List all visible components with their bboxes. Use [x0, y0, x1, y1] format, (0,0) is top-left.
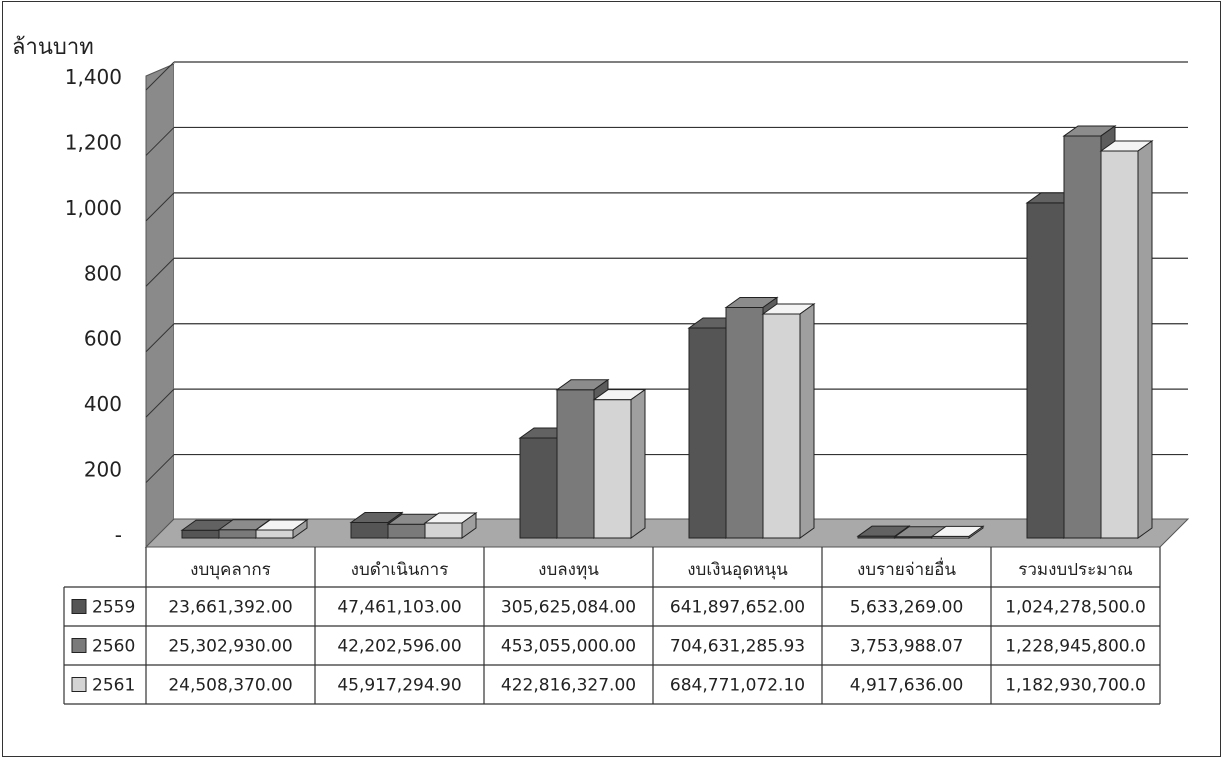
y-tick-label: 1,000 — [65, 196, 122, 220]
bar-front — [255, 529, 294, 539]
gridline-depth — [145, 454, 175, 483]
bar-side — [799, 303, 815, 539]
legend-label: 2561 — [92, 676, 135, 696]
data-label: 42,202,596.00 — [337, 637, 461, 657]
bar-front — [181, 529, 220, 539]
bar-2561-2 — [592, 388, 647, 539]
gridline-depth — [145, 61, 175, 91]
data-label: 24,508,370.00 — [168, 676, 292, 696]
data-label: 47,461,103.00 — [337, 598, 461, 618]
bar-side — [630, 388, 646, 539]
gridline-depth — [145, 257, 175, 287]
category-label: งบเงินอุดหนุน — [687, 560, 788, 580]
bar-front — [1026, 202, 1065, 539]
data-label: 453,055,000.00 — [501, 637, 636, 657]
y-tick-label: - — [115, 523, 122, 547]
category-label: งบดำเนินการ — [351, 560, 449, 580]
y-axis-title: ล้านบาท — [12, 35, 94, 60]
bar-2561-3 — [761, 303, 816, 539]
bar-side — [292, 519, 308, 539]
data-label: 704,631,285.93 — [670, 637, 805, 657]
data-label: 1,024,278,500.0 — [1005, 598, 1146, 618]
bar-front — [350, 521, 389, 539]
y-tick-label: 800 — [84, 261, 122, 285]
data-label: 684,771,072.10 — [670, 676, 805, 696]
data-label: 1,228,945,800.0 — [1005, 637, 1146, 657]
bar-front — [593, 399, 632, 539]
bar-front — [424, 522, 463, 539]
data-label: 3,753,988.07 — [850, 637, 964, 657]
bar-side — [1137, 140, 1153, 539]
data-label: 25,302,930.00 — [168, 637, 292, 657]
y-tick-label: 600 — [84, 327, 122, 351]
bar-front — [387, 523, 426, 539]
bar-2561-1 — [423, 512, 478, 539]
data-label: 23,661,392.00 — [168, 598, 292, 618]
data-label: 422,816,327.00 — [501, 676, 636, 696]
gridline-depth — [145, 323, 175, 353]
data-label: 305,625,084.00 — [501, 598, 636, 618]
bar-2561-5 — [1099, 140, 1154, 539]
category-label: รวมงบประมาณ — [1018, 560, 1133, 580]
legend-swatch — [71, 677, 87, 692]
bar-front — [556, 389, 595, 539]
legend-swatch — [71, 638, 87, 653]
data-label: 641,897,652.00 — [670, 598, 805, 618]
gridline-depth — [145, 127, 175, 156]
category-label: งบบุคลากร — [190, 560, 271, 580]
bar-front — [688, 327, 727, 539]
y-tick-label: 1,400 — [65, 65, 122, 89]
y-tick-label: 400 — [84, 392, 122, 416]
category-label: งบลงทุน — [538, 560, 599, 580]
back-wall — [174, 64, 1188, 519]
bar-front — [218, 529, 257, 539]
data-label: 45,917,294.90 — [337, 676, 461, 696]
bar-2561-0 — [254, 519, 309, 539]
bar-2561-4 — [930, 525, 985, 539]
category-label: งบรายจ่ายอื่น — [857, 557, 956, 580]
bar-front — [762, 313, 801, 539]
y-tick-label: 1,200 — [65, 130, 122, 154]
gridline-depth — [145, 192, 175, 222]
bar-front — [725, 306, 764, 539]
bar-side — [461, 512, 477, 539]
legend-swatch — [71, 599, 87, 614]
y-tick-label: 200 — [84, 458, 122, 482]
data-label: 1,182,930,700.0 — [1005, 676, 1146, 696]
bar-front — [519, 437, 558, 539]
bar-front — [1100, 150, 1139, 539]
data-label: 5,633,269.00 — [850, 598, 964, 618]
data-label: 4,917,636.00 — [850, 676, 964, 696]
legend-label: 2559 — [92, 598, 135, 618]
bar-front — [1063, 135, 1102, 539]
gridline-depth — [145, 388, 175, 418]
bar-side — [968, 525, 984, 539]
side-wall — [145, 63, 175, 549]
legend-label: 2560 — [92, 637, 135, 657]
